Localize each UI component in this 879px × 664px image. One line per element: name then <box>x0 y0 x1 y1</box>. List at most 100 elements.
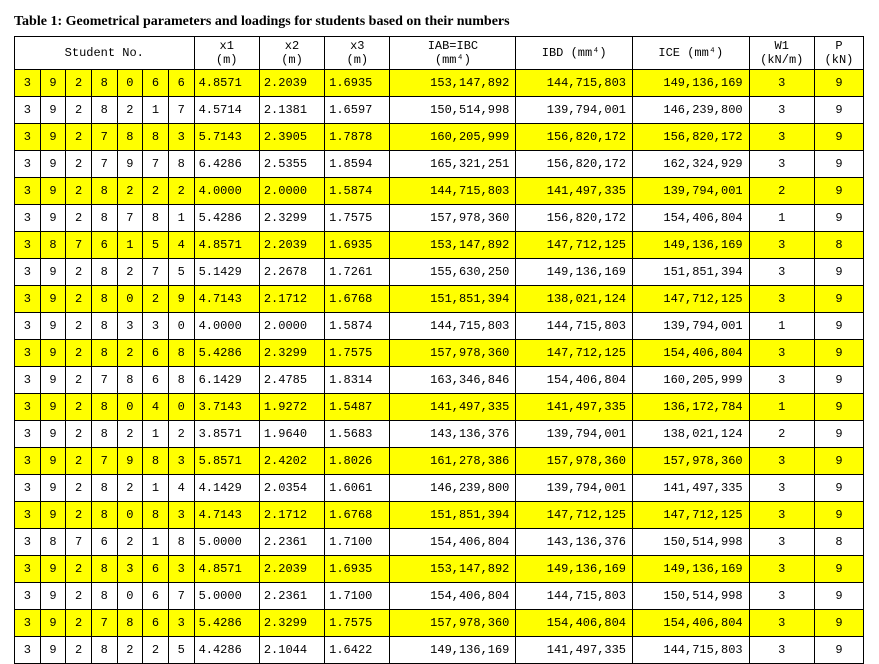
cell-x1: 4.0000 <box>194 313 259 340</box>
student-digit: 3 <box>15 367 41 394</box>
student-digit: 8 <box>40 529 66 556</box>
student-digit: 0 <box>117 394 143 421</box>
cell-ice: 160,205,999 <box>633 367 750 394</box>
student-digit: 2 <box>168 421 194 448</box>
cell-x3: 1.6061 <box>325 475 390 502</box>
student-digit: 9 <box>40 178 66 205</box>
student-digit: 2 <box>66 367 92 394</box>
cell-ice: 154,406,804 <box>633 205 750 232</box>
student-digit: 7 <box>91 151 117 178</box>
cell-ice: 157,978,360 <box>633 448 750 475</box>
student-digit: 9 <box>40 421 66 448</box>
cell-x1: 4.1429 <box>194 475 259 502</box>
student-digit: 3 <box>15 421 41 448</box>
cell-ibd: 138,021,124 <box>516 286 633 313</box>
cell-x1: 4.5714 <box>194 97 259 124</box>
cell-iab: 161,278,386 <box>390 448 516 475</box>
cell-w1: 1 <box>749 313 814 340</box>
student-digit: 6 <box>143 610 169 637</box>
student-digit: 3 <box>15 70 41 97</box>
cell-ice: 138,021,124 <box>633 421 750 448</box>
cell-w1: 3 <box>749 610 814 637</box>
cell-x3: 1.7575 <box>325 340 390 367</box>
header-row: Student No. x1(m) x2(m) x3(m) IAB=IBC(mm… <box>15 37 864 70</box>
cell-ibd: 147,712,125 <box>516 502 633 529</box>
student-digit: 3 <box>15 583 41 610</box>
student-digit: 3 <box>15 259 41 286</box>
cell-ice: 147,712,125 <box>633 286 750 313</box>
student-digit: 2 <box>117 421 143 448</box>
student-digit: 1 <box>143 529 169 556</box>
hdr-x3: x3(m) <box>325 37 390 70</box>
cell-ibd: 147,712,125 <box>516 340 633 367</box>
student-digit: 9 <box>40 637 66 664</box>
cell-x2: 2.1712 <box>259 502 324 529</box>
cell-ibd: 141,497,335 <box>516 178 633 205</box>
student-digit: 3 <box>15 610 41 637</box>
student-digit: 3 <box>15 178 41 205</box>
cell-x1: 6.1429 <box>194 367 259 394</box>
cell-p: 9 <box>814 610 863 637</box>
student-digit: 8 <box>168 529 194 556</box>
cell-p: 9 <box>814 394 863 421</box>
student-digit: 3 <box>15 124 41 151</box>
cell-x3: 1.7100 <box>325 583 390 610</box>
student-digit: 3 <box>15 232 41 259</box>
cell-p: 9 <box>814 259 863 286</box>
table-row: 39282144.14292.03541.6061146,239,800139,… <box>15 475 864 502</box>
cell-x2: 2.4785 <box>259 367 324 394</box>
cell-p: 9 <box>814 124 863 151</box>
cell-iab: 149,136,169 <box>390 637 516 664</box>
cell-x3: 1.6768 <box>325 502 390 529</box>
cell-x1: 3.8571 <box>194 421 259 448</box>
student-digit: 2 <box>66 151 92 178</box>
cell-x1: 5.1429 <box>194 259 259 286</box>
cell-ice: 141,497,335 <box>633 475 750 502</box>
student-digit: 8 <box>91 556 117 583</box>
cell-iab: 150,514,998 <box>390 97 516 124</box>
student-digit: 5 <box>143 232 169 259</box>
table-row: 39282254.42862.10441.6422149,136,169141,… <box>15 637 864 664</box>
student-digit: 7 <box>91 448 117 475</box>
cell-p: 9 <box>814 151 863 178</box>
student-digit: 7 <box>143 259 169 286</box>
student-digit: 3 <box>15 529 41 556</box>
cell-ice: 151,851,394 <box>633 259 750 286</box>
cell-ibd: 141,497,335 <box>516 637 633 664</box>
student-digit: 3 <box>15 97 41 124</box>
student-digit: 3 <box>15 286 41 313</box>
table-row: 39282174.57142.13811.6597150,514,998139,… <box>15 97 864 124</box>
student-digit: 2 <box>117 178 143 205</box>
student-digit: 3 <box>168 124 194 151</box>
student-digit: 7 <box>168 583 194 610</box>
cell-ice: 150,514,998 <box>633 529 750 556</box>
cell-iab: 160,205,999 <box>390 124 516 151</box>
student-digit: 3 <box>168 502 194 529</box>
student-digit: 8 <box>40 232 66 259</box>
table-row: 39279786.42862.53551.8594165,321,251156,… <box>15 151 864 178</box>
cell-p: 9 <box>814 286 863 313</box>
student-digit: 8 <box>91 205 117 232</box>
student-digit: 2 <box>117 637 143 664</box>
student-digit: 8 <box>168 151 194 178</box>
cell-x3: 1.7261 <box>325 259 390 286</box>
cell-x2: 2.1381 <box>259 97 324 124</box>
student-digit: 8 <box>91 637 117 664</box>
student-digit: 7 <box>91 610 117 637</box>
cell-iab: 151,851,394 <box>390 502 516 529</box>
hdr-x1: x1(m) <box>194 37 259 70</box>
student-digit: 8 <box>143 448 169 475</box>
table-row: 39282755.14292.26781.7261155,630,250149,… <box>15 259 864 286</box>
cell-p: 8 <box>814 529 863 556</box>
cell-ibd: 139,794,001 <box>516 475 633 502</box>
cell-p: 9 <box>814 205 863 232</box>
student-digit: 2 <box>66 637 92 664</box>
cell-w1: 2 <box>749 178 814 205</box>
cell-w1: 3 <box>749 286 814 313</box>
student-digit: 2 <box>66 124 92 151</box>
cell-ice: 154,406,804 <box>633 610 750 637</box>
hdr-ibd: IBD (mm⁴) <box>516 37 633 70</box>
cell-x2: 2.1044 <box>259 637 324 664</box>
cell-x2: 2.0000 <box>259 178 324 205</box>
cell-p: 9 <box>814 340 863 367</box>
